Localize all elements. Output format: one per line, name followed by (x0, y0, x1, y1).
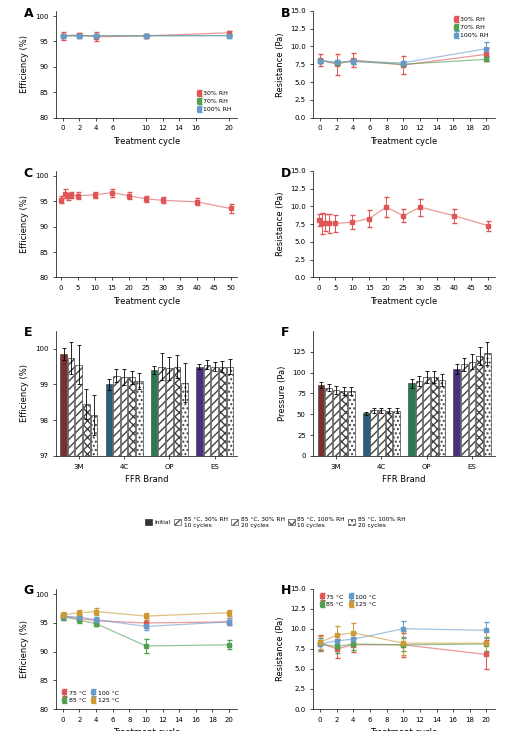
Y-axis label: Efficiency (%): Efficiency (%) (20, 620, 30, 678)
Bar (392, 411, 399, 456)
Bar (218, 366, 225, 456)
Bar (407, 383, 414, 456)
Bar (430, 376, 437, 456)
Bar (60, 354, 67, 456)
Bar (211, 366, 217, 456)
Bar (317, 385, 324, 456)
Bar (475, 356, 482, 456)
X-axis label: Treatment cycle: Treatment cycle (370, 297, 437, 306)
Bar (347, 391, 354, 456)
Bar (370, 410, 377, 456)
Bar (340, 391, 347, 456)
Bar (181, 382, 187, 456)
Bar (196, 366, 203, 456)
Bar (438, 380, 444, 456)
Bar (468, 362, 474, 456)
Text: H: H (280, 584, 291, 596)
X-axis label: Treatment cycle: Treatment cycle (370, 137, 437, 145)
Bar (113, 376, 120, 456)
Bar (332, 390, 339, 456)
Bar (422, 376, 429, 456)
Bar (151, 370, 157, 456)
Y-axis label: Resistance (Pa): Resistance (Pa) (275, 32, 284, 96)
Y-axis label: Resistance (Pa): Resistance (Pa) (275, 616, 284, 681)
Bar (362, 414, 369, 456)
Y-axis label: Resistance (Pa): Resistance (Pa) (275, 192, 284, 257)
Bar (453, 369, 459, 456)
Bar (203, 365, 210, 456)
X-axis label: Treatment cycle: Treatment cycle (113, 728, 180, 731)
Bar (83, 404, 90, 456)
Legend: 30% RH, 70% RH, 100% RH: 30% RH, 70% RH, 100% RH (193, 88, 234, 115)
X-axis label: FFR Brand: FFR Brand (125, 475, 168, 484)
Bar (460, 364, 467, 456)
Text: D: D (280, 167, 291, 180)
Bar (325, 387, 331, 456)
Bar (385, 411, 391, 456)
Bar (105, 385, 112, 456)
Text: F: F (280, 326, 289, 338)
Text: C: C (23, 167, 33, 180)
X-axis label: Treatment cycle: Treatment cycle (113, 297, 180, 306)
Bar (158, 366, 165, 456)
Bar (483, 353, 490, 456)
Bar (91, 414, 97, 456)
X-axis label: FFR Brand: FFR Brand (382, 475, 425, 484)
Bar (75, 365, 82, 456)
Legend: 75 °C, 85 °C, 100 °C, 125 °C: 75 °C, 85 °C, 100 °C, 125 °C (316, 591, 378, 610)
Y-axis label: Efficiency (%): Efficiency (%) (20, 35, 30, 94)
Text: E: E (23, 326, 32, 338)
Bar (121, 377, 127, 456)
Bar (136, 381, 143, 456)
Y-axis label: Efficiency (%): Efficiency (%) (20, 364, 30, 423)
Bar (166, 368, 173, 456)
Y-axis label: Efficiency (%): Efficiency (%) (20, 195, 30, 253)
Bar (226, 366, 233, 456)
Bar (68, 357, 74, 456)
Bar (173, 366, 180, 456)
Text: A: A (23, 7, 33, 20)
Legend: Initial, 85 °C, 30% RH
10 cycles, 85 °C, 30% RH
20 cycles, 85 °C, 100% RH
10 cyc: Initial, 85 °C, 30% RH 10 cycles, 85 °C,… (145, 517, 405, 528)
Bar (415, 381, 421, 456)
Legend: 30% RH, 70% RH, 100% RH: 30% RH, 70% RH, 100% RH (450, 14, 491, 40)
X-axis label: Treatment cycle: Treatment cycle (113, 137, 180, 145)
Text: B: B (280, 7, 290, 20)
Bar (377, 410, 384, 456)
Bar (128, 377, 135, 456)
Legend: 75 °C, 85 °C, 100 °C, 125 °C: 75 °C, 85 °C, 100 °C, 125 °C (59, 688, 121, 706)
Text: G: G (23, 584, 34, 596)
X-axis label: Treatment cycle: Treatment cycle (370, 728, 437, 731)
Y-axis label: Pressure (Pa): Pressure (Pa) (277, 366, 286, 421)
